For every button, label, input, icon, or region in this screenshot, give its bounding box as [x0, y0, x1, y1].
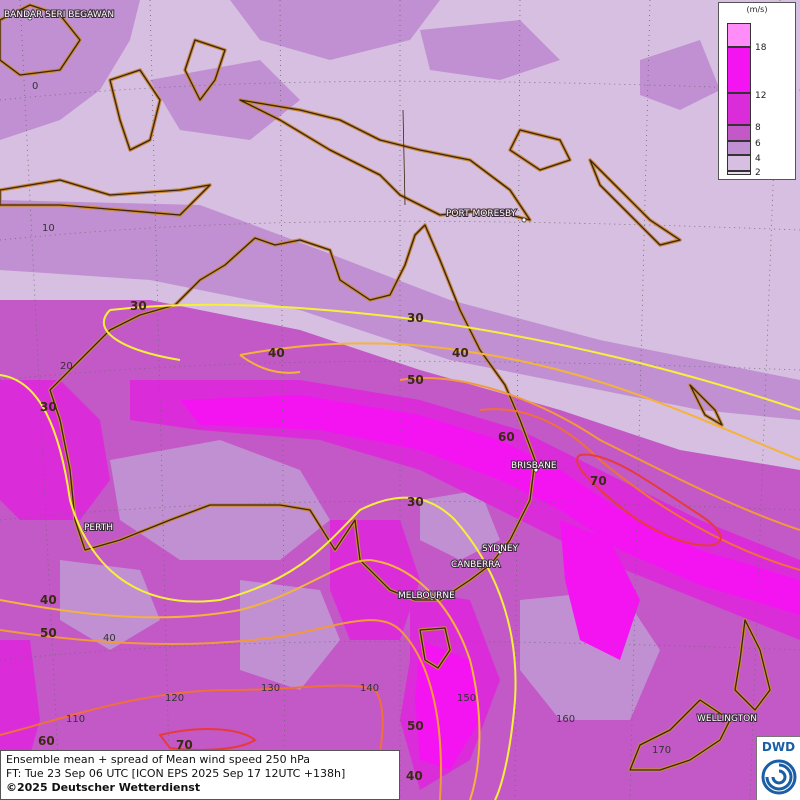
- city-label: BRISBANE: [511, 461, 557, 471]
- contour-label: 70: [590, 474, 607, 488]
- legend-tick: 8: [755, 123, 761, 133]
- legend-swatch: [727, 23, 751, 47]
- city-label: PERTH: [84, 523, 113, 533]
- lon-label: 40: [103, 633, 116, 644]
- info-box: Ensemble mean + spread of Mean wind spee…: [0, 750, 400, 800]
- contour-label: 60: [38, 734, 55, 748]
- lon-label: 140: [360, 683, 379, 694]
- contour-label: 30: [407, 311, 424, 325]
- legend-swatch: [727, 141, 751, 155]
- isotach-40-west: [239, 354, 301, 374]
- legend-swatch: [727, 125, 751, 141]
- isotach-70: [576, 453, 722, 547]
- legend-unit: (m/s): [746, 5, 768, 14]
- isotach-70-south: [158, 728, 257, 751]
- cities: BANDAR SERI BEGAWAN PORT MORESBY BRISBAN…: [3, 9, 758, 725]
- contour-label: 40: [268, 346, 285, 360]
- lon-label: 120: [165, 693, 184, 704]
- legend-tick: 2: [755, 168, 761, 178]
- lon-label: 130: [261, 683, 280, 694]
- isotach-40-south: [0, 558, 481, 800]
- contour-label: 30: [407, 495, 424, 509]
- legend-swatch: [727, 93, 751, 125]
- legend-tick: 4: [755, 154, 761, 164]
- city-label: MELBOURNE: [398, 591, 455, 601]
- legend-tick: 6: [755, 139, 761, 149]
- contour-label: 60: [498, 430, 515, 444]
- contour-label: 70: [176, 738, 193, 752]
- legend-swatch: [727, 171, 751, 175]
- logo-text: DWD: [761, 740, 796, 754]
- lat-label: 20: [60, 361, 73, 372]
- isotach-30-north: [109, 303, 800, 411]
- isotachs: [0, 303, 800, 800]
- isotach-50-south: [0, 619, 442, 800]
- contour-label: 40: [452, 346, 469, 360]
- lat-label: 10: [42, 223, 55, 234]
- isotach-60: [479, 408, 800, 571]
- copyright: ©2025 Deutscher Wetterdienst: [6, 781, 201, 794]
- city-label: BANDAR SERI BEGAWAN: [4, 10, 114, 20]
- contour-label: 30: [130, 299, 147, 313]
- city-label: SYDNEY: [482, 544, 519, 554]
- city-label: PORT MORESBY: [446, 209, 517, 219]
- contour-label: 50: [407, 373, 424, 387]
- legend-swatch: [727, 47, 751, 93]
- isotach-50: [399, 377, 800, 531]
- legend-tick: 12: [755, 91, 767, 101]
- lon-label: 110: [66, 714, 85, 725]
- contour-label: 40: [40, 593, 57, 607]
- coastlines: [0, 3, 772, 772]
- city-label: CANBERRA: [451, 560, 501, 570]
- legend-swatch: [727, 155, 751, 171]
- grid-labels: 0 10 20 40 110 120 130 140 150 160 170: [32, 81, 671, 756]
- city-label: WELLINGTON: [697, 714, 757, 724]
- lon-label: 150: [457, 693, 476, 704]
- lon-label: 160: [556, 714, 575, 725]
- lon-label: 170: [652, 745, 671, 756]
- isotach-30-south: [0, 374, 517, 800]
- contour-label: 30: [40, 400, 57, 414]
- isotach-40-north: [239, 342, 800, 461]
- legend: (m/s) 18 12 8 6 4 2: [718, 2, 796, 180]
- map-title: Ensemble mean + spread of Mean wind spee…: [6, 753, 310, 766]
- forecast-time: FT: Tue 23 Sep 06 UTC [ICON EPS 2025 Sep…: [6, 767, 346, 780]
- legend-tick: 18: [755, 43, 767, 53]
- contour-label: 50: [40, 626, 57, 640]
- logo-swirl-icon: [761, 759, 797, 795]
- isotach-60-south: [0, 684, 384, 800]
- isotach-30-west: [103, 309, 181, 361]
- isotach-labels: 30 30 30 30 40 40 40 40 50 50 50 60 60 7…: [38, 299, 607, 783]
- contour-label: 40: [406, 769, 423, 783]
- lat-label: 0: [32, 81, 38, 92]
- contour-label: 50: [407, 719, 424, 733]
- dwd-logo: DWD: [756, 736, 800, 800]
